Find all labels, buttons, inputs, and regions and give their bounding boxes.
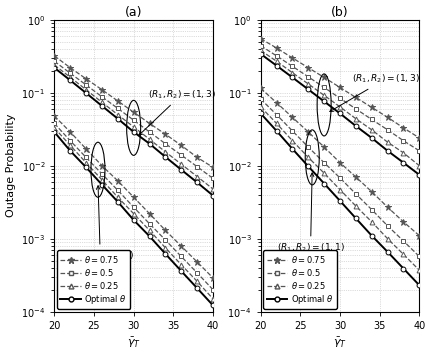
Legend: $\theta = 0.75$, $\theta = 0.5$, $\theta = 0.25$, Optimal $\theta$: $\theta = 0.75$, $\theta = 0.5$, $\theta… [263, 250, 336, 309]
Y-axis label: Outage Probability: Outage Probability [6, 114, 15, 218]
Text: $(R_1,R_2) = (1,1)$: $(R_1,R_2) = (1,1)$ [66, 186, 134, 262]
Text: $(R_1,R_2) = (1,1)$: $(R_1,R_2) = (1,1)$ [276, 173, 344, 254]
Title: (b): (b) [330, 6, 348, 19]
Text: $(R_1,R_2) = (1,3)$: $(R_1,R_2) = (1,3)$ [329, 73, 419, 111]
Text: $(R_1,R_2) = (1,3)$: $(R_1,R_2) = (1,3)$ [138, 88, 215, 135]
X-axis label: $\bar{\gamma}_T$: $\bar{\gamma}_T$ [332, 336, 346, 350]
X-axis label: $\bar{\gamma}_T$: $\bar{\gamma}_T$ [126, 336, 140, 350]
Legend: $\theta = 0.75$, $\theta = 0.5$, $\theta = 0.25$, Optimal $\theta$: $\theta = 0.75$, $\theta = 0.5$, $\theta… [57, 250, 130, 309]
Title: (a): (a) [125, 6, 142, 19]
